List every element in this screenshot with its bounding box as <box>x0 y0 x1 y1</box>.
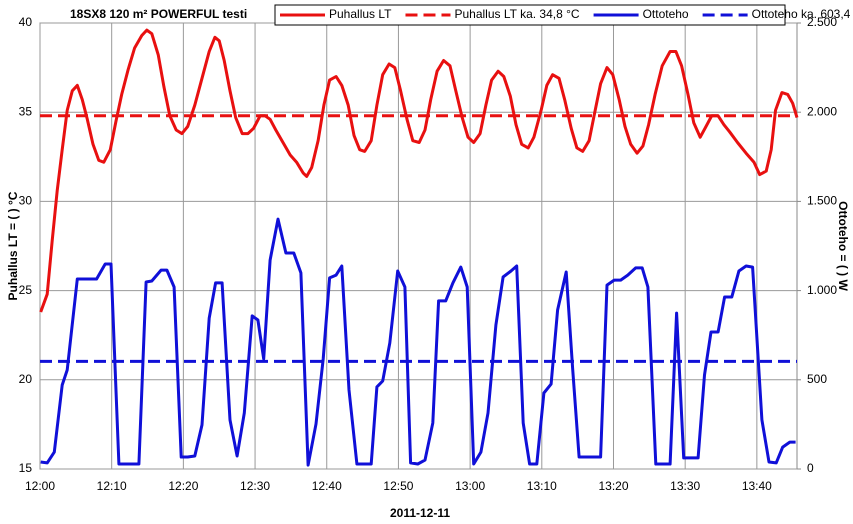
y2-tick-label: 500 <box>807 372 827 386</box>
y-tick-label: 15 <box>19 461 33 475</box>
x-tick-label: 13:20 <box>598 479 628 493</box>
y2-tick-label: 2.500 <box>807 15 837 29</box>
x-tick-label: 12:10 <box>97 479 127 493</box>
y2-axis-label: Ottoteho = ( ) W <box>836 201 850 291</box>
x-tick-label: 12:20 <box>168 479 198 493</box>
x-tick-label: 12:40 <box>312 479 342 493</box>
series-line <box>39 28 799 313</box>
x-tick-label: 12:50 <box>383 479 413 493</box>
y2-tick-label: 1.500 <box>807 194 837 208</box>
y-tick-label: 30 <box>19 194 33 208</box>
y-tick-label: 20 <box>19 372 33 386</box>
y-tick-label: 35 <box>19 104 33 118</box>
y2-tick-label: 2.000 <box>807 104 837 118</box>
y-tick-label: 25 <box>19 283 33 297</box>
series-line <box>40 217 796 467</box>
legend-box <box>274 4 786 26</box>
legend-label: Ottoteho <box>643 7 689 21</box>
legend-label: Puhallus LT ka. 34,8 °C <box>454 7 579 21</box>
y-axis-label: Puhallus LT = ( ) °C <box>6 191 20 300</box>
legend-label: Ottoteho ka. 603,4 W <box>752 7 853 21</box>
x-tick-label: 13:10 <box>527 479 557 493</box>
x-tick-label: 13:30 <box>670 479 700 493</box>
chart-title: 18SX8 120 m² POWERFUL testi <box>70 7 247 21</box>
x-tick-label: 12:00 <box>25 479 55 493</box>
x-axis-label: 2011-12-11 <box>390 506 450 520</box>
y2-tick-label: 0 <box>807 461 814 475</box>
plot-area <box>39 22 798 470</box>
x-tick-label: 13:40 <box>742 479 772 493</box>
y-tick-label: 40 <box>19 15 33 29</box>
legend-label: Puhallus LT <box>329 7 392 21</box>
y2-tick-label: 1.000 <box>807 283 837 297</box>
x-tick-label: 12:30 <box>240 479 270 493</box>
x-tick-label: 13:00 <box>455 479 485 493</box>
